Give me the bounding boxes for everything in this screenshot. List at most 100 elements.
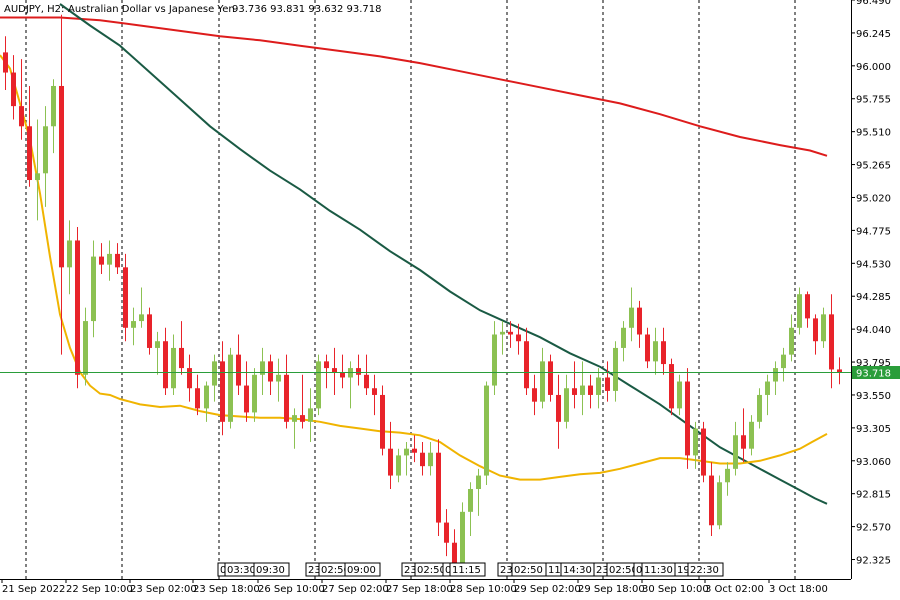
candle (139, 287, 144, 328)
candle-body (300, 415, 305, 422)
x-tick-label: 21 Sep 2022 (2, 584, 65, 595)
candle-body (59, 85, 64, 268)
candle-body (187, 368, 192, 389)
session-marker-label: 02:50 (609, 565, 638, 576)
candle-body (725, 468, 730, 483)
session-marker-label: 23: (596, 565, 612, 576)
price-axis: 96.490 96.245 96.000 95.755 95.510 95.265 95.0… (851, 0, 891, 567)
candle-body (444, 522, 449, 543)
candle-body (693, 428, 698, 456)
y-tick-label: 94.775 (856, 226, 891, 237)
x-tick-label: 27 Sep 02:00 (322, 584, 389, 595)
candle-body (605, 377, 610, 391)
candle (212, 354, 217, 402)
session-marker-label: 23: (404, 565, 420, 576)
candle (813, 314, 818, 355)
candle-body (364, 374, 369, 389)
candle-body (468, 488, 473, 512)
candle-body (661, 341, 666, 365)
candle-body (171, 347, 176, 389)
candle-body (3, 52, 8, 73)
candle-body (75, 240, 80, 375)
candle (19, 59, 24, 140)
session-marker-label: 02:50 (321, 565, 350, 576)
candle-body (380, 394, 385, 449)
candle-body (19, 106, 24, 127)
candle-body (139, 314, 144, 322)
candle (428, 441, 433, 476)
candle (733, 421, 738, 476)
session-marker: 09:00 (344, 562, 381, 577)
candle (789, 314, 794, 362)
candle-body (645, 334, 650, 362)
candle (492, 321, 497, 395)
candle-body (123, 267, 128, 328)
candle-body (179, 347, 184, 369)
candle (540, 347, 545, 409)
x-tick-label: 3 Oct 02:00 (705, 584, 764, 595)
candle (364, 354, 369, 395)
candle-body (244, 385, 249, 413)
candle-body (420, 452, 425, 467)
candle-body (556, 394, 561, 422)
candle (107, 240, 112, 281)
candle-body (43, 126, 48, 174)
candle (372, 374, 377, 416)
candle-body (324, 361, 329, 369)
candle (588, 374, 593, 409)
x-tick-label: 23 Sep 18:00 (193, 584, 260, 595)
candle-body (669, 364, 674, 409)
candle-body (163, 341, 168, 389)
session-marker-box (449, 562, 486, 577)
candle-body (588, 385, 593, 395)
candle-body (332, 368, 337, 373)
session-marker: 22:30 (687, 562, 724, 577)
session-marker-box (687, 562, 724, 577)
candle (308, 388, 313, 442)
candle-body (677, 381, 682, 409)
candle (532, 374, 537, 416)
x-tick-label: 27 Sep 18:00 (386, 584, 453, 595)
y-tick-label: 94.530 (856, 259, 891, 270)
y-tick-label: 94.040 (856, 325, 891, 336)
candle-body (789, 327, 794, 355)
y-tick-label: 96.490 (856, 0, 891, 7)
candle (51, 79, 56, 154)
candle (444, 509, 449, 557)
candle (131, 307, 136, 346)
candle-body (292, 415, 297, 422)
candle (524, 327, 529, 395)
candle (284, 354, 289, 429)
y-tick-label: 92.815 (856, 490, 891, 501)
chart-header: AUDJPY, H2: Australian Dollar vs Japanes… (4, 4, 382, 15)
session-marker-box (253, 562, 290, 577)
candle-body (717, 482, 722, 526)
candle-body (685, 381, 690, 456)
session-marker: 14:30 (560, 562, 597, 577)
vertical-grid (25, 0, 796, 579)
y-tick-label: 95.755 (856, 95, 891, 106)
candle-body (596, 377, 601, 395)
candle-body (757, 394, 762, 422)
session-marker-label: 23: (308, 565, 324, 576)
candle (91, 240, 96, 338)
candle (236, 334, 241, 395)
candle-body (404, 448, 409, 456)
ohlc-values: 93.736 93.831 93.632 93.718 (232, 4, 382, 15)
candle-body (228, 354, 233, 422)
session-marker-label: 22:30 (690, 565, 719, 576)
candle (572, 361, 577, 409)
candle (380, 385, 385, 456)
session-marker-box (344, 562, 381, 577)
session-marker-label: 09:00 (347, 565, 376, 576)
candle-body (284, 374, 289, 422)
candle (548, 354, 553, 402)
candle (717, 475, 722, 530)
session-marker-label: 11:30 (644, 565, 673, 576)
candle (388, 421, 393, 489)
x-tick-label: 29 Sep 18:00 (578, 584, 645, 595)
candle-body (316, 361, 321, 409)
candle (596, 368, 601, 409)
